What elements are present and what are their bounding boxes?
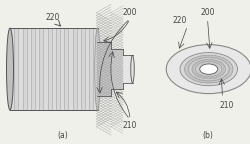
Text: (a): (a) — [57, 131, 68, 140]
Ellipse shape — [131, 55, 134, 83]
Polygon shape — [77, 28, 81, 110]
Text: 220: 220 — [45, 13, 60, 22]
Circle shape — [180, 53, 238, 86]
Circle shape — [192, 59, 226, 79]
Circle shape — [196, 61, 222, 77]
Polygon shape — [123, 55, 132, 83]
Polygon shape — [68, 28, 72, 110]
Ellipse shape — [95, 28, 100, 110]
Circle shape — [188, 57, 229, 81]
Polygon shape — [52, 28, 56, 110]
Polygon shape — [96, 42, 111, 96]
Polygon shape — [10, 28, 14, 110]
Text: 210: 210 — [123, 121, 137, 130]
Polygon shape — [35, 28, 39, 110]
Polygon shape — [10, 28, 98, 110]
Polygon shape — [60, 28, 64, 110]
Polygon shape — [18, 28, 22, 110]
Polygon shape — [43, 28, 48, 110]
Ellipse shape — [6, 28, 14, 110]
Circle shape — [166, 45, 250, 94]
Polygon shape — [27, 28, 31, 110]
Polygon shape — [93, 28, 98, 110]
Circle shape — [200, 64, 218, 74]
Polygon shape — [85, 28, 89, 110]
Text: 200: 200 — [123, 8, 137, 17]
Text: (b): (b) — [202, 131, 213, 140]
Text: 210: 210 — [219, 101, 234, 110]
Polygon shape — [111, 49, 123, 89]
Text: 220: 220 — [173, 16, 187, 25]
Text: 200: 200 — [200, 8, 215, 17]
Circle shape — [184, 55, 233, 83]
